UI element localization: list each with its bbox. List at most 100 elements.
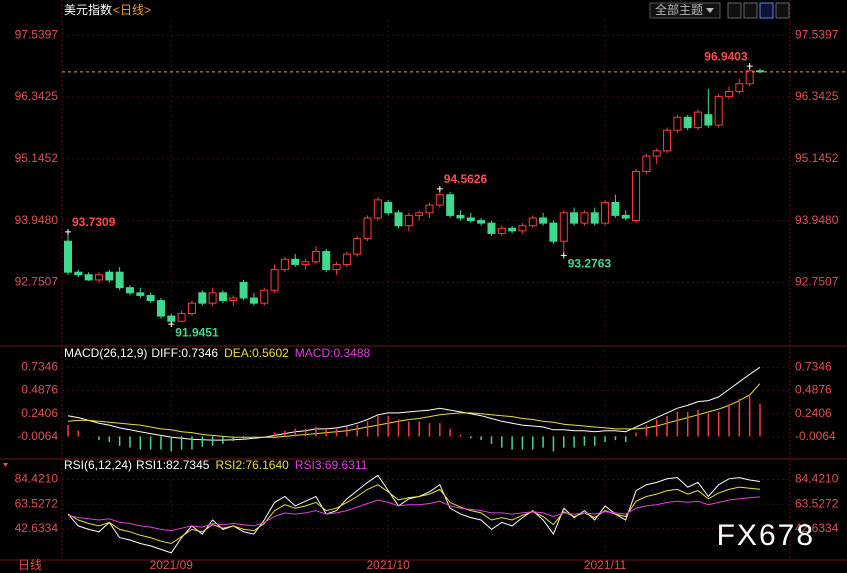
candle-body — [384, 201, 393, 214]
candle-body — [621, 214, 630, 219]
candle-body — [446, 194, 455, 216]
candle-body — [632, 170, 641, 222]
y-tick-label: -0.0064 — [17, 429, 58, 443]
legend-entry: DEA:0.5602 — [224, 346, 289, 360]
candle-body — [187, 302, 196, 315]
period-label[interactable]: 日线 — [18, 558, 42, 572]
candle-body — [146, 294, 155, 302]
extreme-label: 91.9451 — [175, 325, 219, 339]
theme-button[interactable]: 全部主题 — [649, 2, 721, 19]
extreme-label: 94.5626 — [444, 172, 488, 186]
candle-body — [487, 222, 496, 234]
candle-body — [64, 240, 72, 273]
x-tick-label: 2021/10 — [366, 558, 410, 572]
extreme-label: 96.9403 — [704, 49, 748, 63]
candle-body — [435, 194, 444, 206]
candle-body — [156, 300, 165, 317]
legend-entry: RSI2:76.1640 — [215, 458, 289, 472]
y-tick-label: 0.2406 — [21, 406, 58, 420]
y-tick-label-right: 0.2406 — [795, 406, 832, 420]
candle-body — [735, 83, 744, 92]
candle-body — [642, 155, 651, 172]
candle-body — [115, 271, 124, 289]
candle-body — [425, 204, 434, 214]
legend-entry: RSI3:69.6311 — [295, 458, 368, 472]
candle-body — [497, 227, 506, 234]
candle-body — [280, 258, 289, 271]
y-tick-label-right: 0.4876 — [795, 383, 832, 397]
indicator-title: MACD(26,12,9) — [64, 346, 147, 360]
y-tick-label: 97.5397 — [15, 27, 59, 41]
y-tick-label-right: 96.3425 — [795, 89, 839, 103]
candle-body — [415, 212, 424, 216]
candle-body — [301, 261, 310, 265]
candle-body — [74, 271, 83, 276]
indicator-line — [67, 496, 761, 532]
y-tick-label: 95.1452 — [15, 151, 59, 165]
theme-button-label[interactable]: 全部主题 — [655, 2, 703, 17]
candle-body — [673, 116, 682, 131]
candle-body — [239, 282, 248, 299]
candle-body — [580, 212, 589, 224]
candle-body — [725, 90, 734, 98]
candle-body — [570, 212, 579, 224]
candle-body — [694, 111, 703, 129]
theme-button-box[interactable] — [649, 2, 721, 19]
indicator-line — [67, 366, 761, 441]
candle-body — [518, 225, 527, 232]
candle-body — [311, 251, 320, 263]
panel-icon — [3, 463, 8, 467]
candle-body — [745, 70, 754, 85]
tool-button[interactable] — [759, 2, 774, 19]
y-tick-label: 0.7346 — [21, 359, 58, 373]
candle-body — [601, 201, 610, 224]
candle-body — [332, 263, 341, 271]
extreme-marker — [168, 321, 175, 328]
candle-body — [229, 297, 238, 302]
legend-entry: RSI1:82.7345 — [136, 458, 210, 472]
tool-button[interactable] — [775, 2, 790, 19]
extreme-marker — [560, 252, 567, 259]
candle-body — [177, 313, 186, 322]
extreme-marker — [65, 228, 71, 235]
candle-body — [136, 292, 145, 296]
candle-body — [508, 227, 517, 232]
candle-body — [477, 220, 486, 224]
candle-body — [342, 253, 351, 265]
y-tick-label-right: 42.6334 — [795, 521, 839, 535]
y-tick-label: 63.5272 — [15, 496, 59, 510]
chart-subtitle: <日线> — [113, 3, 151, 17]
y-tick-label: 84.4210 — [15, 472, 59, 486]
candle-body — [291, 258, 300, 265]
legend-entry: DIFF:0.7346 — [151, 346, 218, 360]
candle-body — [105, 271, 114, 281]
candle-body — [208, 292, 217, 304]
extreme-marker — [746, 63, 753, 70]
tool-button[interactable] — [743, 2, 758, 19]
candle-body — [590, 212, 599, 224]
y-tick-label: 0.4876 — [21, 383, 58, 397]
candle-body — [539, 217, 548, 224]
x-tick-label: 2021/09 — [150, 558, 194, 572]
extreme-label: 93.2763 — [568, 257, 612, 271]
extreme-marker — [436, 185, 443, 192]
candle-body — [404, 214, 413, 227]
candle-body — [559, 212, 568, 242]
y-tick-label: 92.7507 — [15, 275, 59, 289]
candle-body — [373, 199, 382, 219]
candle-body — [456, 214, 465, 219]
x-tick-label: 2021/11 — [584, 558, 627, 572]
indicator-title: RSI(6,12,24) — [64, 458, 132, 472]
candle-body — [167, 315, 176, 322]
candle-body — [94, 274, 103, 281]
indicator-line — [67, 383, 761, 438]
candle-body — [714, 96, 723, 126]
y-tick-label-right: 97.5397 — [795, 27, 839, 41]
candle-body — [125, 287, 134, 294]
candle-body — [394, 212, 403, 227]
tool-button[interactable] — [727, 2, 742, 19]
extreme-label: 93.7309 — [72, 215, 116, 229]
legend-entry: MACD:0.3488 — [295, 346, 371, 360]
candle-body — [611, 201, 620, 216]
y-tick-label-right: 95.1452 — [795, 151, 839, 165]
